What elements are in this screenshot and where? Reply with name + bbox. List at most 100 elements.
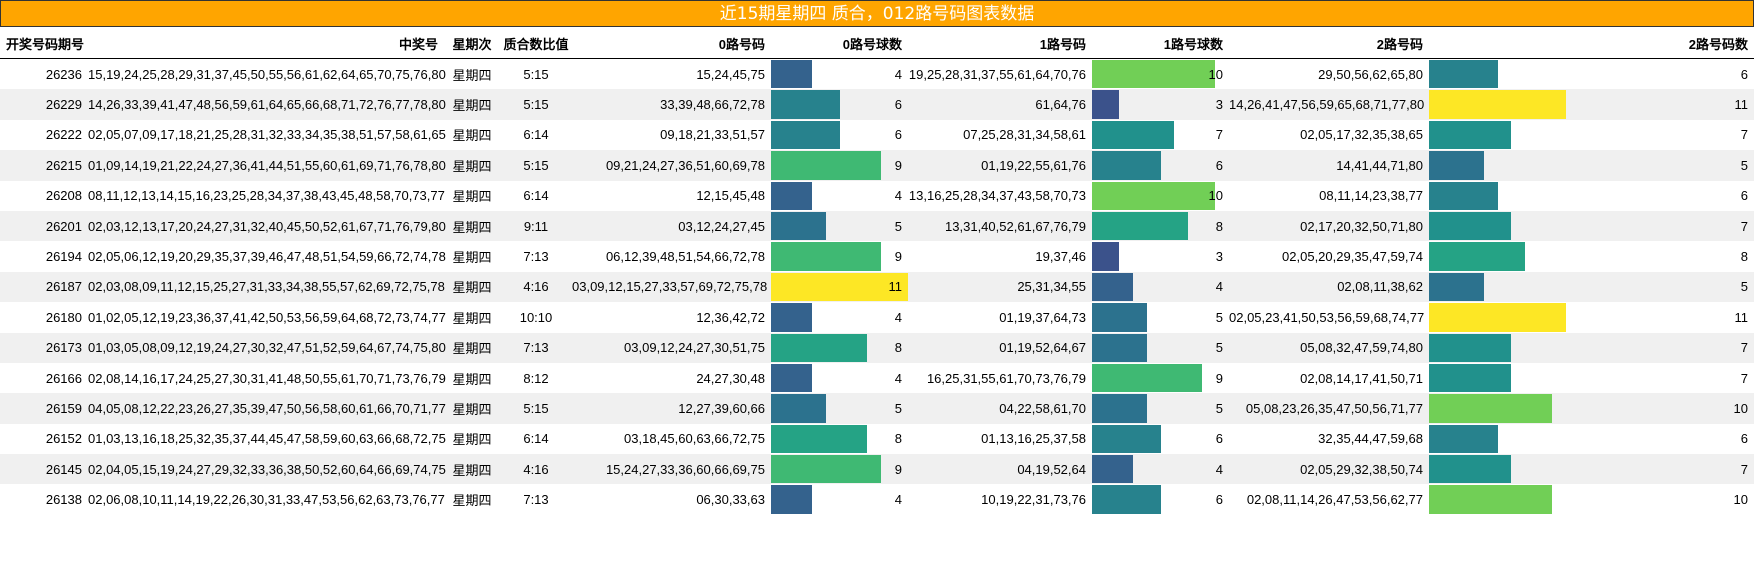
c0-count-bar xyxy=(771,333,867,362)
c1-count-value: 6 xyxy=(1215,157,1223,173)
route0-numbers-cell: 24,27,30,48 xyxy=(696,370,765,386)
numbers-cell: 02,04,05,15,19,24,27,29,32,33,36,38,50,5… xyxy=(88,454,446,485)
c0-count-cell: 8 xyxy=(771,332,908,363)
c1-count-bar xyxy=(1092,272,1134,302)
ratio-cell: 4:16 xyxy=(500,454,572,485)
ratio-cell: 7:13 xyxy=(523,249,549,265)
route0-numbers-cell: 03,09,12,15,27,33,57,69,72,75,78 xyxy=(572,271,771,303)
c2-count-bar xyxy=(1429,120,1512,150)
weekday-cell: 星期四 xyxy=(452,189,492,205)
route2-numbers-cell: 02,05,29,32,38,50,74 xyxy=(1229,454,1429,485)
c0-count-value: 5 xyxy=(894,218,902,234)
issue-cell: 26222 xyxy=(45,127,82,143)
c1-count-cell: 4 xyxy=(1092,271,1229,303)
c1-count-value: 3 xyxy=(1215,249,1223,265)
c2-count-cell: 7 xyxy=(1429,210,1754,242)
c2-count-cell: 11 xyxy=(1429,302,1754,332)
table-row: 26166 02,08,14,16,17,24,25,27,30,31,41,48… xyxy=(0,363,1754,393)
c1-count-cell: 6 xyxy=(1092,150,1229,181)
c0-count-value: 4 xyxy=(894,309,902,325)
c0-count-cell: 6 xyxy=(771,120,908,150)
c2-count-cell: 6 xyxy=(1429,59,1754,90)
route2-numbers-cell: 02,08,11,38,62 xyxy=(1229,271,1429,303)
c0-count-bar xyxy=(771,363,813,393)
c0-count-bar xyxy=(771,181,813,210)
table-body: 26236 15,19,24,25,28,29,31,37,45,50,55,56… xyxy=(0,59,1754,515)
numbers-cell: 02,03,08,09,11,12,15,25,27,31,33,34,38,5… xyxy=(88,271,445,303)
issue-cell: 26215 xyxy=(0,150,88,181)
issue-cell: 26201 xyxy=(0,210,88,242)
c2-count-bar xyxy=(1429,303,1566,332)
table-row: 26138 02,06,08,10,11,14,19,22,26,30,31,33… xyxy=(0,484,1754,514)
c1-count-bar xyxy=(1092,333,1147,362)
route2-numbers-cell: 14,26,41,47,56,59,65,68,71,77,80 xyxy=(1229,89,1429,120)
header-numbers: 中奖号 xyxy=(88,28,444,59)
numbers-cell: 15,19,24,25,28,29,31,37,45,50,55,56,61,6… xyxy=(88,66,446,82)
c0-count-bar xyxy=(771,272,908,302)
ratio-cell: 5:15 xyxy=(500,150,572,181)
route2-numbers-cell: 02,05,17,32,35,38,65 xyxy=(1300,127,1423,143)
table-row: 26152 01,03,13,16,18,25,32,35,37,44,45,47… xyxy=(0,424,1754,454)
route0-numbers-cell: 06,30,33,63 xyxy=(696,492,765,508)
chart-title: 近15期星期四 质合，012路号码图表数据 xyxy=(0,0,1754,27)
c1-count-value: 3 xyxy=(1215,97,1223,113)
ratio-cell: 8:12 xyxy=(523,370,549,386)
numbers-cell: 14,26,33,39,41,47,48,56,59,61,64,65,66,6… xyxy=(88,89,446,120)
issue-cell: 26180 xyxy=(45,309,82,325)
c2-count-bar xyxy=(1429,90,1566,119)
route2-numbers-cell: 02,08,14,17,41,50,71 xyxy=(1300,370,1423,386)
c0-count-cell: 5 xyxy=(771,393,908,424)
issue-cell: 26166 xyxy=(45,370,82,386)
route2-numbers-cell: 32,35,44,47,59,68 xyxy=(1318,431,1423,447)
ratio-cell: 5:15 xyxy=(500,393,572,424)
c1-count-value: 5 xyxy=(1215,340,1223,356)
c2-count-value: 10 xyxy=(1733,492,1748,508)
numbers-cell: 08,11,12,13,14,15,16,23,25,28,34,37,38,4… xyxy=(88,188,445,204)
c1-count-bar xyxy=(1092,455,1134,484)
c1-count-cell: 10 xyxy=(1092,181,1229,211)
route1-numbers-cell: 10,19,22,31,73,76 xyxy=(981,492,1086,508)
c0-count-bar xyxy=(771,394,826,423)
c2-count-value: 7 xyxy=(1740,127,1748,143)
c2-count-value: 11 xyxy=(1734,309,1749,325)
table-row: 26173 01,03,05,08,09,12,19,24,27,30,32,47… xyxy=(0,332,1754,363)
c0-count-cell: 4 xyxy=(771,59,908,90)
c0-count-value: 6 xyxy=(894,97,902,113)
c2-count-bar xyxy=(1429,424,1498,454)
c0-count-cell: 9 xyxy=(771,241,908,271)
c1-count-cell: 9 xyxy=(1092,363,1229,393)
table-row: 26187 02,03,08,09,11,12,15,25,27,31,33,34… xyxy=(0,271,1754,303)
issue-cell: 26159 xyxy=(0,393,88,424)
route0-numbers-cell: 03,09,12,24,27,30,51,75 xyxy=(572,332,771,363)
c2-count-bar xyxy=(1429,485,1553,514)
ratio-cell: 6:14 xyxy=(523,431,549,447)
c1-count-cell: 5 xyxy=(1092,332,1229,363)
route2-numbers-cell: 05,08,32,47,59,74,80 xyxy=(1229,332,1429,363)
route1-numbers-cell: 07,25,28,31,34,58,61 xyxy=(963,127,1086,143)
ratio-cell: 4:16 xyxy=(500,271,572,303)
route1-numbers-cell: 04,19,52,64 xyxy=(908,454,1092,485)
c2-count-value: 8 xyxy=(1740,249,1748,265)
route1-numbers-cell: 25,31,34,55 xyxy=(908,271,1092,303)
issue-cell: 26145 xyxy=(0,454,88,485)
c0-count-value: 4 xyxy=(894,370,902,386)
c1-count-bar xyxy=(1092,424,1161,454)
ratio-cell: 6:14 xyxy=(523,188,549,204)
weekday-cell: 星期四 xyxy=(444,393,500,424)
c2-count-cell: 7 xyxy=(1429,363,1754,393)
route0-numbers-cell: 03,18,45,60,63,66,72,75 xyxy=(624,431,765,447)
c0-count-cell: 4 xyxy=(771,484,908,514)
route2-numbers-cell: 02,05,23,41,50,53,56,59,68,74,77 xyxy=(1229,309,1425,325)
issue-cell: 26138 xyxy=(45,492,82,508)
weekday-cell: 星期四 xyxy=(452,493,492,509)
route2-numbers-cell: 08,11,14,23,38,77 xyxy=(1319,188,1423,204)
header-route0-numbers: 0路号码 xyxy=(572,28,771,59)
table-row: 26236 15,19,24,25,28,29,31,37,45,50,55,56… xyxy=(0,59,1754,90)
c1-count-bar xyxy=(1092,363,1202,393)
route0-numbers-cell: 09,18,21,33,51,57 xyxy=(660,127,765,143)
table-row: 26180 01,02,05,12,19,23,36,37,41,42,50,53… xyxy=(0,302,1754,332)
c2-count-value: 6 xyxy=(1740,66,1748,82)
weekday-cell: 星期四 xyxy=(444,150,500,181)
c0-count-bar xyxy=(771,485,813,514)
numbers-cell: 02,05,07,09,17,18,21,25,28,31,32,33,34,3… xyxy=(88,127,446,143)
